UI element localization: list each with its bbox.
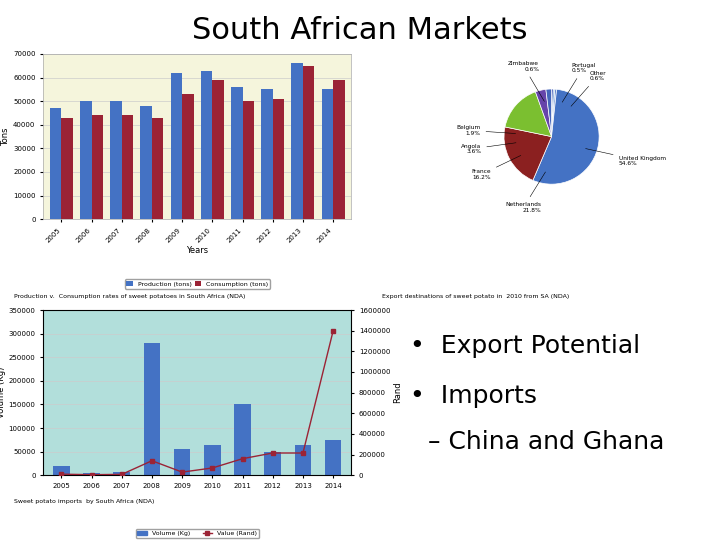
Text: Portugal
0.5%: Portugal 0.5% <box>562 63 595 102</box>
Bar <box>174 449 191 475</box>
Value (Rand) <box>117 471 126 477</box>
Bar <box>53 466 70 475</box>
Wedge shape <box>552 89 557 137</box>
Text: France
16.2%: France 16.2% <box>472 156 521 180</box>
Wedge shape <box>546 89 552 137</box>
Bar <box>204 444 220 475</box>
Value (Rand) <box>269 450 277 456</box>
X-axis label: Years: Years <box>186 246 208 255</box>
Wedge shape <box>536 89 552 137</box>
Bar <box>261 90 273 219</box>
Text: Production v.  Consumption rates of sweet potatoes in South Africa (NDA): Production v. Consumption rates of sweet… <box>14 294 246 299</box>
Y-axis label: Volume (Kg): Volume (Kg) <box>0 367 6 418</box>
Bar <box>182 94 194 219</box>
Bar <box>303 66 315 219</box>
Legend: Volume (Kg), Value (Rand): Volume (Kg), Value (Rand) <box>135 529 259 538</box>
Bar <box>61 118 73 219</box>
Bar <box>114 472 130 475</box>
Bar <box>122 116 133 219</box>
Bar <box>292 63 303 219</box>
Text: Netherlands
21.8%: Netherlands 21.8% <box>505 172 546 213</box>
Bar <box>333 80 345 219</box>
Bar <box>212 80 224 219</box>
Bar <box>201 71 212 219</box>
Text: – China and Ghana: – China and Ghana <box>428 430 665 454</box>
Value (Rand) <box>238 455 247 462</box>
Bar <box>80 101 91 219</box>
Wedge shape <box>504 127 552 180</box>
Bar <box>231 87 243 219</box>
Bar <box>50 109 61 219</box>
Bar <box>152 118 163 219</box>
Line: Value (Rand): Value (Rand) <box>59 328 336 477</box>
Text: •  Imports: • Imports <box>410 384 537 408</box>
Value (Rand) <box>148 457 156 464</box>
Bar <box>234 404 251 475</box>
Bar <box>294 444 311 475</box>
Bar <box>84 473 100 475</box>
Value (Rand) <box>57 471 66 477</box>
Y-axis label: Rand: Rand <box>393 382 402 403</box>
Text: Export destinations of sweet potato in  2010 from SA (NDA): Export destinations of sweet potato in 2… <box>382 294 569 299</box>
Text: Other
0.6%: Other 0.6% <box>571 71 606 106</box>
Bar <box>322 90 333 219</box>
Legend: Production (tons), Consumption (tons): Production (tons), Consumption (tons) <box>125 279 270 289</box>
Bar <box>171 73 182 219</box>
Value (Rand) <box>329 327 338 334</box>
Wedge shape <box>505 92 552 137</box>
Bar <box>91 116 103 219</box>
Bar <box>110 101 122 219</box>
Bar <box>140 106 152 219</box>
Bar <box>273 99 284 219</box>
Wedge shape <box>552 89 554 137</box>
Bar <box>325 440 341 475</box>
Value (Rand) <box>87 471 96 478</box>
Wedge shape <box>552 89 555 137</box>
Text: Sweet potato imports  by South Africa (NDA): Sweet potato imports by South Africa (ND… <box>14 500 155 504</box>
Bar <box>143 343 161 475</box>
Value (Rand) <box>299 450 307 456</box>
Text: United Kingdom
54.6%: United Kingdom 54.6% <box>585 148 666 166</box>
Wedge shape <box>533 89 599 184</box>
Text: Zimbabwe
0.6%: Zimbabwe 0.6% <box>508 61 544 102</box>
Text: Angola
3.6%: Angola 3.6% <box>461 143 516 154</box>
Bar <box>243 101 254 219</box>
Y-axis label: Tons: Tons <box>1 127 10 146</box>
Value (Rand) <box>178 469 186 475</box>
Bar <box>264 451 281 475</box>
Text: •  Export Potential: • Export Potential <box>410 334 640 359</box>
Text: South African Markets: South African Markets <box>192 16 528 45</box>
Value (Rand) <box>208 465 217 471</box>
Text: Belgium
1.9%: Belgium 1.9% <box>456 125 516 136</box>
